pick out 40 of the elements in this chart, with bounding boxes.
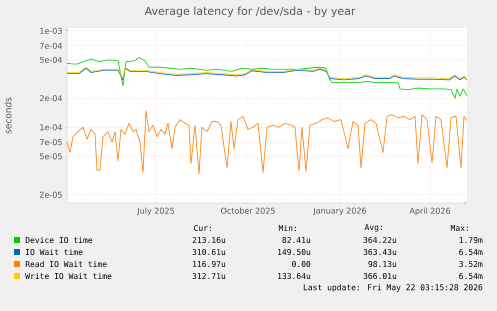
text: 213.16u: [192, 236, 226, 244]
text: Max:: [450, 225, 468, 231]
text: 366.01u: [364, 272, 396, 280]
text: 82.41u: [282, 236, 310, 244]
text: Cur:: [194, 224, 211, 232]
text: 6.54m: [459, 272, 482, 280]
text: 0.00: [292, 260, 310, 268]
chart-title: Average latency for /dev/sda - by year: [144, 6, 356, 18]
y-tick-label: 7e-04: [40, 42, 62, 49]
text: 1.79m: [460, 236, 482, 244]
y-tick-label: 2e-04: [40, 95, 62, 102]
text: Last update: Fri May 22 03:15:28 2026: [304, 284, 482, 292]
text: 149.50u: [278, 248, 310, 256]
y-tick-label: 1e-04: [40, 124, 62, 130]
x-tick-label: July 2025: [136, 208, 174, 216]
y-tick-label: 1e-03: [40, 28, 62, 34]
x-tick-label: October 2025: [221, 208, 275, 214]
y-tick-label: 5e-05: [40, 153, 62, 160]
text: 364.22u: [364, 236, 396, 244]
text: Min:: [278, 224, 296, 232]
x-tick-label: April 2026: [409, 208, 450, 216]
text: 312.71u: [192, 272, 226, 280]
text: 310.61u: [192, 248, 226, 256]
text: 3.52m: [459, 260, 482, 268]
y-axis-title: seconds: [4, 98, 12, 134]
legend-label: IO Wait time: [26, 248, 83, 256]
text: 98.13u: [368, 260, 396, 268]
legend-label: Device IO time: [26, 236, 92, 244]
legend-label: Write IO Wait time: [25, 272, 112, 280]
text: 363.43u: [364, 248, 396, 256]
text: 133.64u: [278, 272, 310, 280]
y-tick-label: 7e-05: [40, 139, 62, 146]
text: 6.54m: [459, 248, 482, 256]
y-tick-label: 5e-04: [40, 56, 62, 63]
text: 116.97u: [193, 260, 226, 268]
legend-label: Read IO Wait time: [26, 260, 107, 268]
y-tick-label: 2e-05: [40, 192, 62, 198]
x-tick-label: January 2026: [312, 208, 366, 216]
text: Avg:: [364, 224, 382, 232]
line-series: [66, 110, 468, 174]
